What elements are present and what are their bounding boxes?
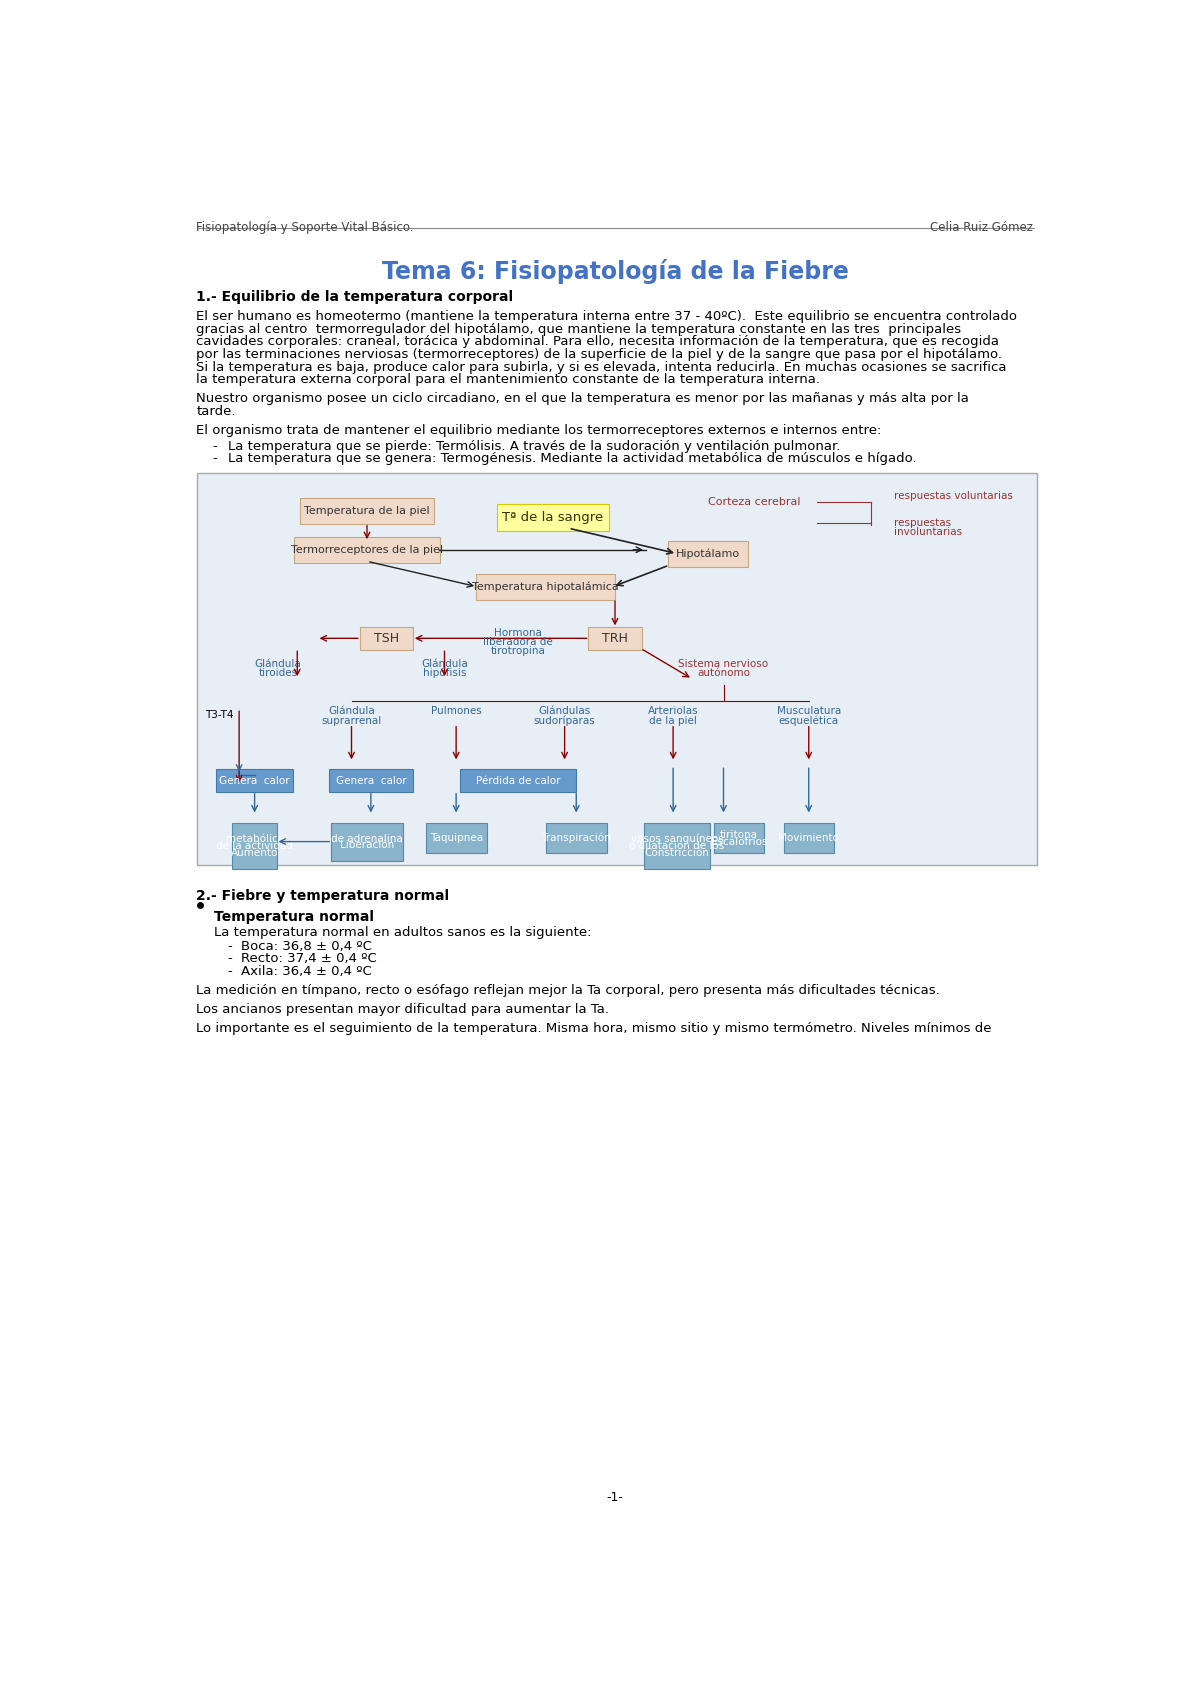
Text: -: - [212,453,217,465]
Text: de adrenalina: de adrenalina [331,833,403,843]
Text: Recto: 37,4 ± 0,4 ºC: Recto: 37,4 ± 0,4 ºC [241,952,377,966]
Text: Genera  calor: Genera calor [220,776,290,786]
Text: Nuestro organismo posee un ciclo circadiano, en el que la temperatura es menor p: Nuestro organismo posee un ciclo circadi… [197,392,970,406]
Text: de la actividad: de la actividad [216,840,293,850]
Text: -: - [228,952,233,966]
Text: respuestas: respuestas [894,518,952,528]
Text: La temperatura que se pierde: Termólisis. A través de la sudoración y ventilació: La temperatura que se pierde: Termólisis… [228,440,840,453]
Text: Musculatura: Musculatura [776,706,841,716]
Text: suprarrenal: suprarrenal [322,716,382,726]
Text: Glándula: Glándula [421,658,468,669]
FancyBboxPatch shape [588,626,642,650]
Text: -: - [228,966,233,977]
FancyBboxPatch shape [232,823,277,869]
Text: Aumento: Aumento [230,848,278,857]
Text: Fisiopatología y Soporte Vital Básico.: Fisiopatología y Soporte Vital Básico. [197,221,414,234]
FancyBboxPatch shape [300,499,434,524]
Text: T3-T4: T3-T4 [205,711,234,720]
FancyBboxPatch shape [476,574,614,599]
Text: la temperatura externa corporal para el mantenimiento constante de la temperatur: la temperatura externa corporal para el … [197,373,821,387]
Text: Tema 6: Fisiopatología de la Fiebre: Tema 6: Fisiopatología de la Fiebre [382,260,848,283]
FancyBboxPatch shape [546,823,607,854]
Text: 2.- Fiebre y temperatura normal: 2.- Fiebre y temperatura normal [197,889,450,903]
Text: Glándulas: Glándulas [539,706,590,716]
Text: Corteza cerebral: Corteza cerebral [708,497,800,507]
Text: Temperatura de la piel: Temperatura de la piel [304,506,430,516]
Text: TRH: TRH [602,631,628,645]
FancyBboxPatch shape [461,769,576,792]
FancyBboxPatch shape [360,626,413,650]
Text: tiritona: tiritona [720,830,758,840]
Text: Si la temperatura es baja, produce calor para subirla, y si es elevada, intenta : Si la temperatura es baja, produce calor… [197,361,1007,373]
Text: Taquipnea: Taquipnea [430,833,482,843]
Text: respuestas voluntarias: respuestas voluntarias [894,490,1013,501]
Text: Escalofríos: Escalofríos [710,837,767,847]
Text: Liberación: Liberación [340,840,394,850]
Text: gracias al centro  termorregulador del hipotálamo, que mantiene la temperatura c: gracias al centro termorregulador del hi… [197,322,961,336]
Text: Hormona: Hormona [494,628,542,638]
Text: metabólica: metabólica [226,833,283,843]
Text: TSH: TSH [374,631,398,645]
Text: Arteriolas: Arteriolas [648,706,698,716]
Text: Temperatura hipotalámica: Temperatura hipotalámica [472,582,619,592]
Text: El ser humano es homeotermo (mantiene la temperatura interna entre 37 - 40ºC).  : El ser humano es homeotermo (mantiene la… [197,311,1018,322]
Text: -: - [228,940,233,952]
Text: por las terminaciones nerviosas (termorreceptores) de la superficie de la piel y: por las terminaciones nerviosas (termorr… [197,348,1002,361]
Text: sudoríparas: sudoríparas [534,716,595,726]
Text: Temperatura normal: Temperatura normal [214,910,373,925]
FancyBboxPatch shape [197,473,1037,865]
FancyBboxPatch shape [426,823,487,854]
FancyBboxPatch shape [714,823,764,854]
Text: Hipotálamo: Hipotálamo [676,548,740,558]
FancyBboxPatch shape [497,504,608,531]
Text: Axila: 36,4 ± 0,4 ºC: Axila: 36,4 ± 0,4 ºC [241,966,372,977]
Text: hipófisis: hipófisis [422,667,466,679]
Text: tiroides: tiroides [258,669,298,679]
Text: Constricción: Constricción [644,848,709,857]
FancyBboxPatch shape [784,823,834,854]
Text: Tª de la sangre: Tª de la sangre [503,511,604,524]
Text: Pulmones: Pulmones [431,706,481,716]
Text: Pérdida de calor: Pérdida de calor [476,776,560,786]
FancyBboxPatch shape [294,536,440,563]
FancyBboxPatch shape [330,823,403,860]
Text: Transpiración: Transpiración [541,833,611,843]
FancyBboxPatch shape [216,769,293,792]
Text: Glándula: Glándula [328,706,374,716]
Text: 1.- Equilibrio de la temperatura corporal: 1.- Equilibrio de la temperatura corpora… [197,290,514,304]
FancyBboxPatch shape [667,541,749,567]
Text: Genera  calor: Genera calor [336,776,406,786]
Text: cavidades corporales: craneal, torácica y abdominal. Para ello, necesita informa: cavidades corporales: craneal, torácica … [197,336,1000,348]
Text: Celia Ruiz Gómez: Celia Ruiz Gómez [930,221,1033,234]
FancyBboxPatch shape [644,823,709,869]
Text: -1-: -1- [606,1492,624,1504]
Text: Los ancianos presentan mayor dificultad para aumentar la Ta.: Los ancianos presentan mayor dificultad … [197,1003,610,1017]
Text: La temperatura que se genera: Termogénesis. Mediante la actividad metabólica de : La temperatura que se genera: Termogénes… [228,453,916,465]
Text: -: - [212,440,217,453]
Text: El organismo trata de mantener el equilibrio mediante los termorreceptores exter: El organismo trata de mantener el equili… [197,424,882,436]
FancyBboxPatch shape [329,769,413,792]
Text: tirotropina: tirotropina [491,647,546,657]
Text: autónomo: autónomo [697,669,750,679]
Text: Boca: 36,8 ± 0,4 ºC: Boca: 36,8 ± 0,4 ºC [241,940,372,952]
Text: tarde.: tarde. [197,406,236,417]
Text: Glándula: Glándula [254,658,301,669]
Text: o dilatación de los: o dilatación de los [629,840,725,850]
Text: La medición en tímpano, recto o esófago reflejan mejor la Ta corporal, pero pres: La medición en tímpano, recto o esófago … [197,984,941,998]
Text: Termorreceptores de la piel: Termorreceptores de la piel [290,545,443,555]
Text: Movimiento: Movimiento [779,833,839,843]
Text: involuntarias: involuntarias [894,528,962,536]
Text: de la piel: de la piel [649,716,697,726]
Text: La temperatura normal en adultos sanos es la siguiente:: La temperatura normal en adultos sanos e… [214,925,592,938]
Text: Lo importante es el seguimiento de la temperatura. Misma hora, mismo sitio y mis: Lo importante es el seguimiento de la te… [197,1022,992,1035]
Text: Sistema nervioso: Sistema nervioso [678,658,768,669]
Text: liberadora de: liberadora de [484,636,553,647]
Text: esquelética: esquelética [779,716,839,726]
Text: vasos sanguíneos: vasos sanguíneos [631,833,724,843]
